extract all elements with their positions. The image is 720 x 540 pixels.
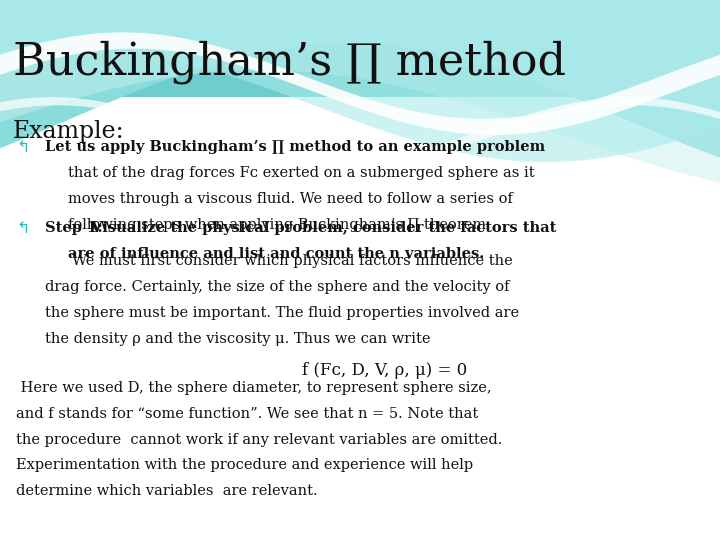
Text: We must first consider which physical factors influence the: We must first consider which physical fa…	[72, 254, 513, 268]
Polygon shape	[0, 0, 720, 158]
FancyBboxPatch shape	[0, 0, 720, 97]
Text: Experimentation with the procedure and experience will help: Experimentation with the procedure and e…	[16, 458, 473, 472]
Text: ↰: ↰	[16, 140, 30, 156]
Text: moves through a viscous fluid. We need to follow a series of: moves through a viscous fluid. We need t…	[68, 192, 513, 206]
Text: Let us apply Buckingham’s ∏ method to an example problem: Let us apply Buckingham’s ∏ method to an…	[45, 140, 545, 154]
Text: ↰: ↰	[16, 221, 30, 237]
FancyBboxPatch shape	[0, 65, 720, 540]
Text: the procedure  cannot work if any relevant variables are omitted.: the procedure cannot work if any relevan…	[16, 433, 503, 447]
Text: Step 1:: Step 1:	[45, 221, 102, 235]
Text: the sphere must be important. The fluid properties involved are: the sphere must be important. The fluid …	[45, 306, 519, 320]
Polygon shape	[0, 0, 720, 162]
Text: determine which variables  are relevant.: determine which variables are relevant.	[16, 484, 318, 498]
Text: Visualize the physical problem, consider the factors that: Visualize the physical problem, consider…	[86, 221, 557, 235]
Text: following steps when applying Buckingham’s ∏ theorem.: following steps when applying Buckingham…	[68, 218, 491, 232]
Text: drag force. Certainly, the size of the sphere and the velocity of: drag force. Certainly, the size of the s…	[45, 280, 509, 294]
Text: the density ρ and the viscosity μ. Thus we can write: the density ρ and the viscosity μ. Thus …	[45, 332, 430, 346]
Text: f (Fᴄ, D, V, ρ, μ) = 0: f (Fᴄ, D, V, ρ, μ) = 0	[302, 362, 468, 379]
Text: Here we used D, the sphere diameter, to represent sphere size,: Here we used D, the sphere diameter, to …	[16, 381, 492, 395]
Polygon shape	[0, 32, 720, 135]
Text: and f stands for “some function”. We see that n = 5. Note that: and f stands for “some function”. We see…	[16, 407, 478, 421]
Text: that of the drag forces Fᴄ exerted on a submerged sphere as it: that of the drag forces Fᴄ exerted on a …	[68, 166, 535, 180]
Text: are of influence and list and count the n variables.: are of influence and list and count the …	[68, 247, 485, 261]
Polygon shape	[0, 0, 720, 183]
Polygon shape	[0, 97, 720, 170]
Text: Example:: Example:	[13, 120, 125, 143]
Text: Buckingham’s ∏ method: Buckingham’s ∏ method	[13, 40, 566, 84]
